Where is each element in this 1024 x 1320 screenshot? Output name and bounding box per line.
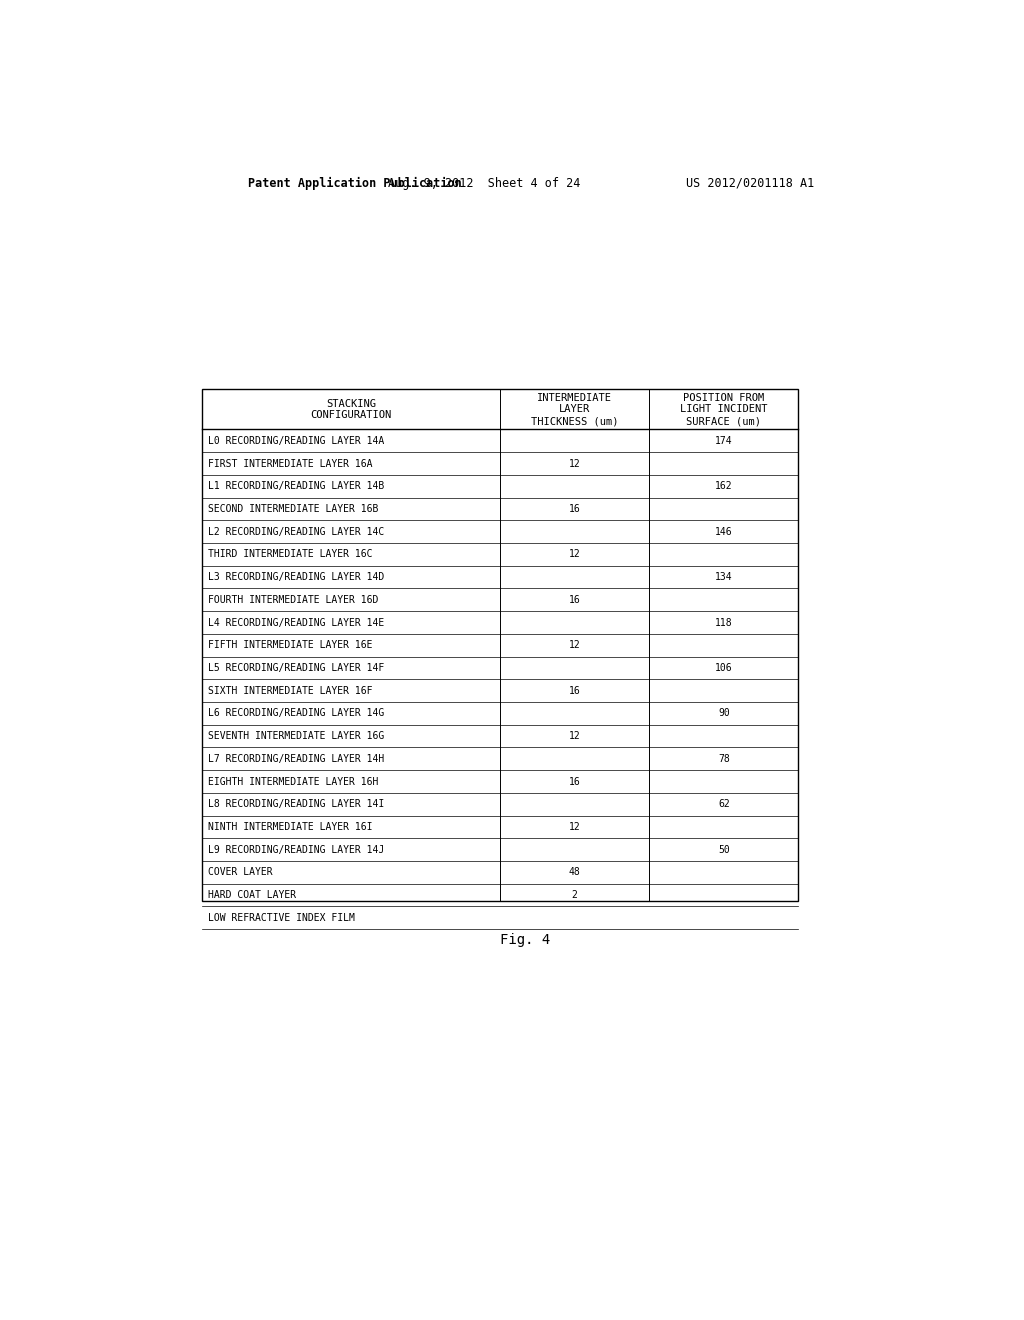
Text: 90: 90 (718, 709, 730, 718)
Text: L8 RECORDING/READING LAYER 14I: L8 RECORDING/READING LAYER 14I (208, 799, 384, 809)
Text: FIFTH INTERMEDIATE LAYER 16E: FIFTH INTERMEDIATE LAYER 16E (208, 640, 373, 651)
Text: 174: 174 (715, 436, 732, 446)
Text: THIRD INTERMEDIATE LAYER 16C: THIRD INTERMEDIATE LAYER 16C (208, 549, 373, 560)
Text: INTERMEDIATE
LAYER
THICKNESS (um): INTERMEDIATE LAYER THICKNESS (um) (530, 393, 618, 426)
Text: EIGHTH INTERMEDIATE LAYER 16H: EIGHTH INTERMEDIATE LAYER 16H (208, 776, 378, 787)
Text: 12: 12 (568, 458, 581, 469)
Text: 146: 146 (715, 527, 732, 537)
Text: 62: 62 (718, 799, 730, 809)
Text: 16: 16 (568, 685, 581, 696)
Text: 16: 16 (568, 595, 581, 605)
Text: FOURTH INTERMEDIATE LAYER 16D: FOURTH INTERMEDIATE LAYER 16D (208, 595, 378, 605)
Text: US 2012/0201118 A1: US 2012/0201118 A1 (686, 177, 814, 190)
Text: COVER LAYER: COVER LAYER (208, 867, 272, 878)
Text: FIRST INTERMEDIATE LAYER 16A: FIRST INTERMEDIATE LAYER 16A (208, 458, 373, 469)
Text: HARD COAT LAYER: HARD COAT LAYER (208, 890, 296, 900)
Text: 50: 50 (718, 845, 730, 854)
Text: 78: 78 (718, 754, 730, 764)
Text: STACKING
CONFIGURATION: STACKING CONFIGURATION (310, 399, 391, 420)
Text: 12: 12 (568, 640, 581, 651)
Text: POSITION FROM
LIGHT INCIDENT
SURFACE (um): POSITION FROM LIGHT INCIDENT SURFACE (um… (680, 393, 768, 426)
Text: SEVENTH INTERMEDIATE LAYER 16G: SEVENTH INTERMEDIATE LAYER 16G (208, 731, 384, 741)
Text: Aug. 9, 2012  Sheet 4 of 24: Aug. 9, 2012 Sheet 4 of 24 (388, 177, 581, 190)
Text: 12: 12 (568, 822, 581, 832)
Text: SECOND INTERMEDIATE LAYER 16B: SECOND INTERMEDIATE LAYER 16B (208, 504, 378, 513)
Text: 12: 12 (568, 731, 581, 741)
Text: Fig. 4: Fig. 4 (500, 933, 550, 946)
Text: 106: 106 (715, 663, 732, 673)
Text: L5 RECORDING/READING LAYER 14F: L5 RECORDING/READING LAYER 14F (208, 663, 384, 673)
Text: 16: 16 (568, 776, 581, 787)
Text: 134: 134 (715, 572, 732, 582)
Text: L7 RECORDING/READING LAYER 14H: L7 RECORDING/READING LAYER 14H (208, 754, 384, 764)
Text: L6 RECORDING/READING LAYER 14G: L6 RECORDING/READING LAYER 14G (208, 709, 384, 718)
Text: 12: 12 (568, 549, 581, 560)
Text: NINTH INTERMEDIATE LAYER 16I: NINTH INTERMEDIATE LAYER 16I (208, 822, 373, 832)
Text: L3 RECORDING/READING LAYER 14D: L3 RECORDING/READING LAYER 14D (208, 572, 384, 582)
Text: 162: 162 (715, 482, 732, 491)
Text: L4 RECORDING/READING LAYER 14E: L4 RECORDING/READING LAYER 14E (208, 618, 384, 627)
Text: L0 RECORDING/READING LAYER 14A: L0 RECORDING/READING LAYER 14A (208, 436, 384, 446)
Text: 16: 16 (568, 504, 581, 513)
Text: L2 RECORDING/READING LAYER 14C: L2 RECORDING/READING LAYER 14C (208, 527, 384, 537)
Text: Patent Application Publication: Patent Application Publication (248, 177, 462, 190)
Text: 2: 2 (571, 890, 578, 900)
Text: L1 RECORDING/READING LAYER 14B: L1 RECORDING/READING LAYER 14B (208, 482, 384, 491)
Text: 48: 48 (568, 867, 581, 878)
Text: L9 RECORDING/READING LAYER 14J: L9 RECORDING/READING LAYER 14J (208, 845, 384, 854)
Text: LOW REFRACTIVE INDEX FILM: LOW REFRACTIVE INDEX FILM (208, 913, 354, 923)
Text: SIXTH INTERMEDIATE LAYER 16F: SIXTH INTERMEDIATE LAYER 16F (208, 685, 373, 696)
Text: 118: 118 (715, 618, 732, 627)
